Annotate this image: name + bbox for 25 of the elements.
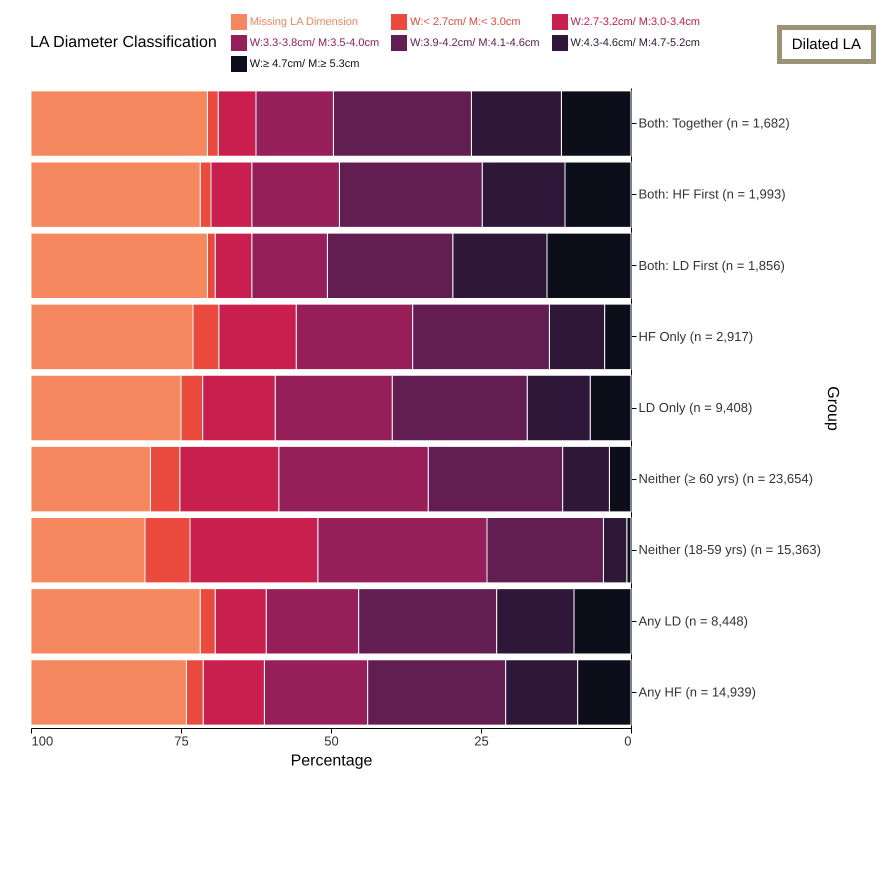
legend-label: W:≥ 4.7cm/ M:≥ 5.3cm (250, 58, 360, 70)
y-tick-label: Any HF (n = 14,939) (638, 684, 756, 700)
legend-label: W:< 2.7cm/ M:< 3.0cm (410, 16, 521, 28)
legend-label: W:3.3-3.8cm/ M:3.5-4.0cm (250, 37, 380, 49)
y-tick-label: Any LD (n = 8,448) (638, 613, 748, 628)
legend-title: LA Diameter Classification (30, 34, 217, 52)
legend-label: W:2.7-3.2cm/ M:3.0-3.4cm (570, 16, 700, 28)
x-tick-label: 75 (174, 734, 189, 748)
x-tick-label: 50 (324, 734, 339, 748)
legend-label: W:4.3-4.6cm/ M:4.7-5.2cm (570, 37, 700, 49)
x-tick-label: 100 (32, 734, 54, 748)
y-axis-title: Group (824, 386, 841, 431)
text: Missing LA Dimension (250, 16, 358, 28)
y-tick-label: HF Only (n = 2,917) (638, 328, 754, 344)
legend-label: W:3.9-4.2cm/ M:4.1-4.6cm (410, 37, 540, 49)
y-tick-label: Both: Together (n = 1,682) (638, 116, 790, 131)
y-tick-label: Both: LD First (n = 1,856) (638, 258, 785, 273)
y-tick-label: Neither (18-59 yrs) (n = 15,363) (638, 542, 821, 558)
y-tick-label: Both: HF First (n = 1,993) (638, 186, 786, 202)
y-tick-label: Neither (≥ 60 yrs) (n = 23,654) (638, 471, 813, 486)
x-axis-title: Percentage (290, 752, 373, 770)
x-tick-label: 25 (474, 734, 489, 748)
x-tick-label: 0 (624, 734, 632, 748)
text: Dilated LA (776, 25, 876, 64)
y-tick-label: LD Only (n = 9,408) (638, 400, 752, 415)
